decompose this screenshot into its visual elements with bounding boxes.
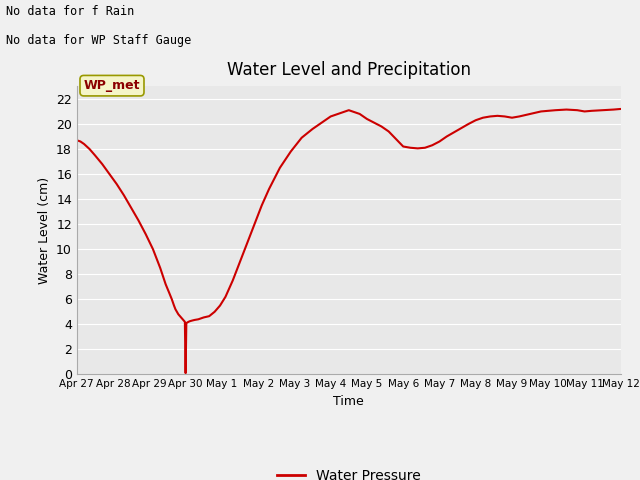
- Text: WP_met: WP_met: [84, 79, 140, 92]
- Text: No data for f Rain: No data for f Rain: [6, 5, 134, 18]
- Text: No data for WP Staff Gauge: No data for WP Staff Gauge: [6, 34, 191, 47]
- Title: Water Level and Precipitation: Water Level and Precipitation: [227, 61, 471, 79]
- Y-axis label: Water Level (cm): Water Level (cm): [38, 177, 51, 284]
- Legend: Water Pressure: Water Pressure: [271, 463, 426, 480]
- X-axis label: Time: Time: [333, 395, 364, 408]
